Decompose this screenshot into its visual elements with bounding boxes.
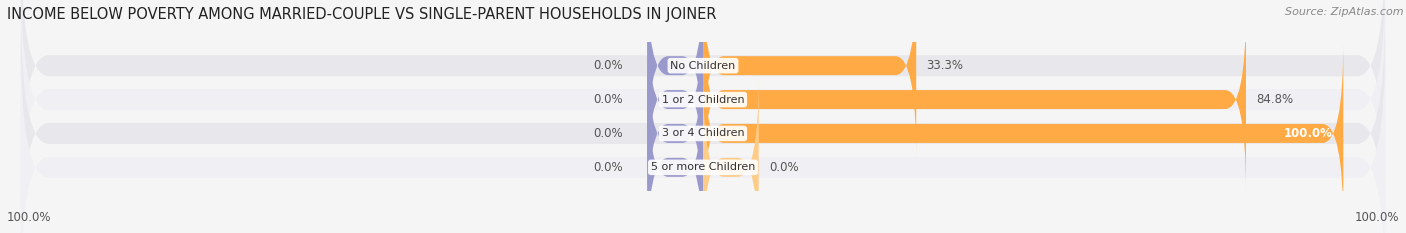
FancyBboxPatch shape: [703, 7, 1246, 192]
FancyBboxPatch shape: [647, 75, 703, 233]
Text: Source: ZipAtlas.com: Source: ZipAtlas.com: [1285, 7, 1403, 17]
FancyBboxPatch shape: [703, 41, 1343, 226]
Text: 5 or more Children: 5 or more Children: [651, 162, 755, 172]
FancyBboxPatch shape: [21, 42, 1385, 233]
Text: 84.8%: 84.8%: [1257, 93, 1294, 106]
Text: 100.0%: 100.0%: [7, 211, 52, 224]
Text: 33.3%: 33.3%: [927, 59, 963, 72]
FancyBboxPatch shape: [647, 7, 703, 192]
Text: 0.0%: 0.0%: [593, 93, 623, 106]
FancyBboxPatch shape: [703, 0, 917, 158]
FancyBboxPatch shape: [21, 0, 1385, 225]
Text: 1 or 2 Children: 1 or 2 Children: [662, 95, 744, 105]
Text: No Children: No Children: [671, 61, 735, 71]
Text: 0.0%: 0.0%: [769, 161, 799, 174]
FancyBboxPatch shape: [647, 0, 703, 158]
Text: 100.0%: 100.0%: [1284, 127, 1333, 140]
Text: 100.0%: 100.0%: [1354, 211, 1399, 224]
FancyBboxPatch shape: [647, 41, 703, 226]
Text: 0.0%: 0.0%: [593, 161, 623, 174]
FancyBboxPatch shape: [703, 75, 759, 233]
Text: 0.0%: 0.0%: [593, 127, 623, 140]
FancyBboxPatch shape: [21, 8, 1385, 233]
Text: 3 or 4 Children: 3 or 4 Children: [662, 128, 744, 138]
Text: 0.0%: 0.0%: [593, 59, 623, 72]
FancyBboxPatch shape: [21, 0, 1385, 191]
Text: INCOME BELOW POVERTY AMONG MARRIED-COUPLE VS SINGLE-PARENT HOUSEHOLDS IN JOINER: INCOME BELOW POVERTY AMONG MARRIED-COUPL…: [7, 7, 717, 22]
